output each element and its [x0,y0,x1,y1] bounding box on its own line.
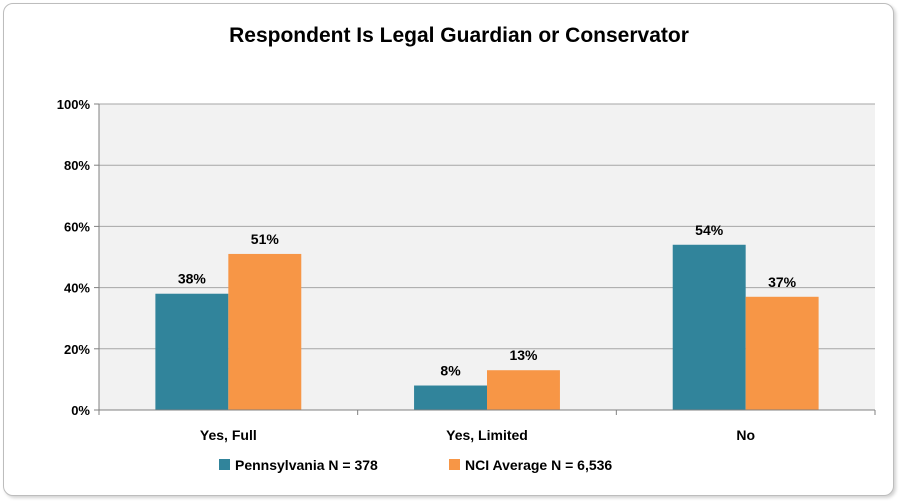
bar [155,293,229,410]
x-tick-label: No [736,427,755,443]
data-label: 51% [251,231,280,247]
bar [228,253,302,410]
bars: 38% 51% 8% 13% 54% 37% [155,222,819,410]
y-tick-label: 20% [64,342,90,357]
bar [745,296,819,410]
data-label: 54% [695,222,724,238]
x-tick-label: Yes, Full [200,427,257,443]
x-tick-label: Yes, Limited [446,427,528,443]
y-tick-label: 100% [57,97,91,112]
legend-swatch [219,459,230,470]
bar [414,385,487,410]
y-tick-label: 60% [64,219,90,234]
y-tick-label: 0% [71,403,90,418]
data-label: 8% [440,363,461,379]
legend-label: NCI Average N = 6,536 [465,457,612,473]
bar [672,244,746,410]
y-tick-label: 80% [64,158,90,173]
x-axis: Yes, Full Yes, Limited No [98,409,876,443]
legend-label: Pennsylvania N = 378 [235,457,378,473]
y-axis: 0% 20% 40% 60% 80% 100% [57,97,100,418]
bar [487,370,560,410]
data-label: 37% [768,274,797,290]
chart-title: Respondent Is Legal Guardian or Conserva… [229,24,689,47]
data-label: 13% [509,347,538,363]
legend: Pennsylvania N = 378 NCI Average N = 6,53… [219,457,612,473]
y-tick-label: 40% [64,281,90,296]
data-label: 38% [178,271,207,287]
legend-swatch [449,459,460,470]
